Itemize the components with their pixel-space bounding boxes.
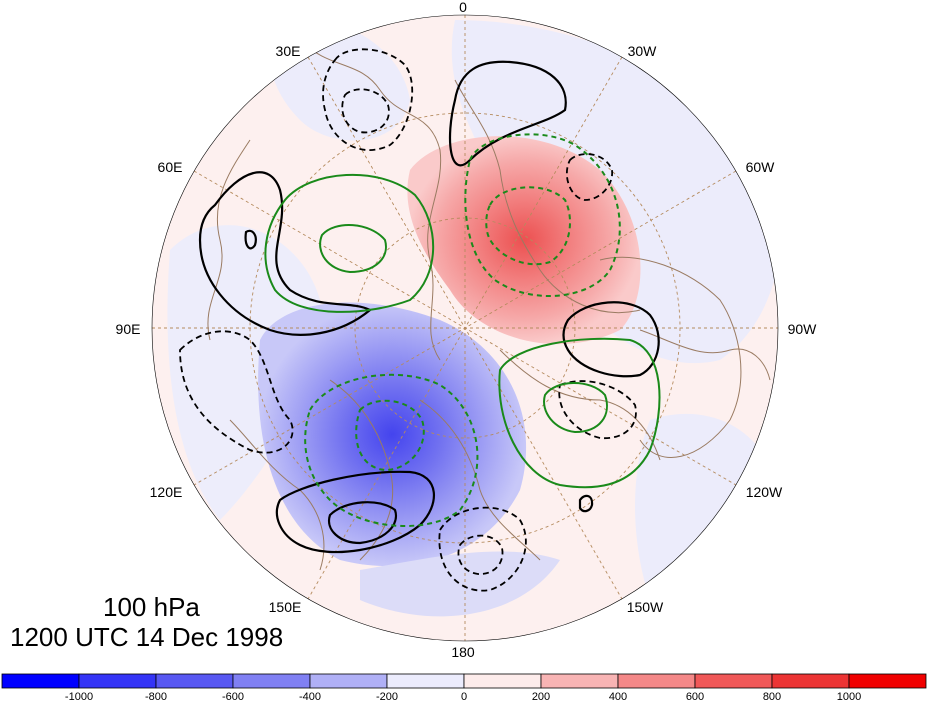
colorbar-tick-label: 800: [763, 691, 781, 702]
map-boundary: [151, 14, 779, 642]
label-180: 180: [451, 644, 475, 660]
label-120w: 120W: [746, 484, 783, 500]
green-dashed-contours: [304, 133, 621, 527]
colorbar-swatch: [771, 673, 850, 689]
label-90w: 90W: [788, 321, 818, 337]
colorbar-swatch: [694, 673, 773, 689]
colorbar-tick-label: 1000: [837, 691, 861, 702]
colorbar-swatch: [617, 673, 696, 689]
graticule: [152, 15, 778, 641]
pressure-level-title: 100 hPa: [103, 592, 200, 622]
colorbar-tick-label: -200: [376, 691, 398, 702]
polar-map: 0 30E 30W 60E 60W 90E 90W 120E 120W 150E…: [116, 0, 818, 660]
colorbar-swatch: [155, 673, 234, 689]
colorbar-tick-label: 0: [461, 691, 467, 702]
colorbar-tick-label: -800: [145, 691, 167, 702]
label-150e: 150E: [269, 599, 302, 615]
colorbar-tick-label: 400: [609, 691, 627, 702]
label-60e: 60E: [158, 159, 183, 175]
label-150w: 150W: [627, 599, 664, 615]
colorbar-tick-label: -1000: [65, 691, 93, 702]
colorbar-swatch: [232, 673, 311, 689]
colorbar-swatch: [78, 673, 157, 689]
colorbar-tick-label: -600: [222, 691, 244, 702]
colorbar-swatch: [309, 673, 388, 689]
colorbar-tick-label: 200: [532, 691, 550, 702]
label-90e: 90E: [116, 321, 141, 337]
longitude-labels: 0 30E 30W 60E 60W 90E 90W 120E 120W 150E…: [116, 0, 818, 660]
colorbar-swatch: [848, 673, 927, 689]
colorbar-tick-label: 600: [686, 691, 704, 702]
colorbar-swatch: [1, 673, 80, 689]
colorbar-swatch: [540, 673, 619, 689]
negative-contours: [179, 48, 637, 592]
colorbar: -1000 -800 -600 -400 -200 0 200 400 600 800 1000: [1, 673, 927, 702]
label-0: 0: [459, 0, 467, 15]
colorbar-tick-label: -400: [299, 691, 321, 702]
label-60w: 60W: [746, 159, 776, 175]
label-30e: 30E: [276, 43, 301, 59]
green-contours: [264, 173, 661, 489]
colorbar-swatch: [386, 673, 465, 689]
label-120e: 120E: [150, 484, 183, 500]
colorbar-swatch: [463, 673, 542, 689]
label-30w: 30W: [628, 43, 658, 59]
valid-time-title: 1200 UTC 14 Dec 1998: [10, 622, 284, 652]
